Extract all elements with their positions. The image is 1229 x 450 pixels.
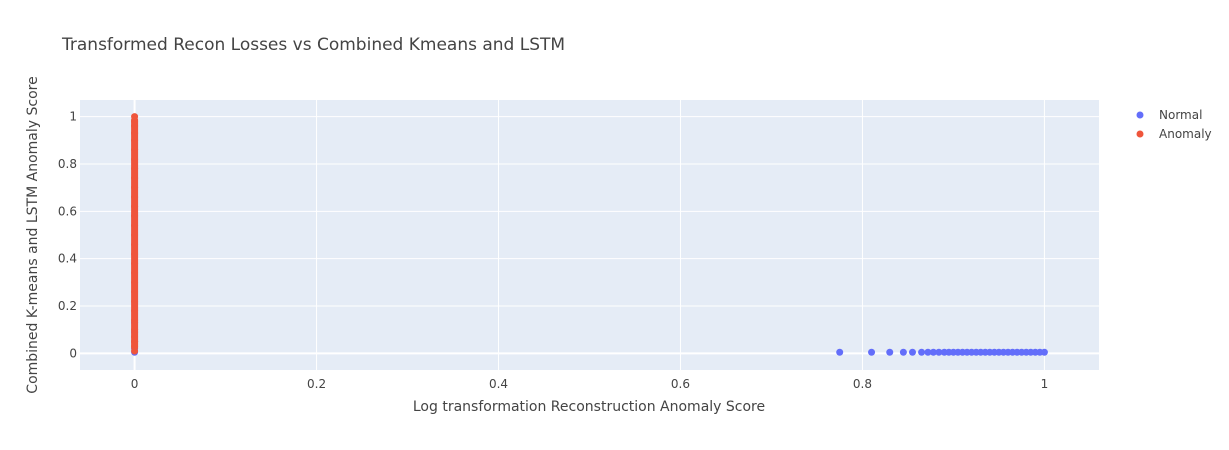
y-axis: 0 0.2 0.4 0.6 0.8 1 bbox=[58, 110, 77, 361]
legend-item-normal[interactable]: Normal bbox=[1136, 108, 1203, 122]
x-tick-label: 0 bbox=[131, 377, 139, 391]
x-axis-title: Log transformation Reconstruction Anomal… bbox=[413, 399, 765, 415]
data-point-normal bbox=[935, 348, 943, 356]
data-point-normal bbox=[908, 348, 916, 356]
x-tick-label: 0.8 bbox=[853, 377, 872, 391]
plot-area bbox=[80, 100, 1099, 370]
x-axis: 0 0.2 0.4 0.6 0.8 1 bbox=[131, 377, 1048, 391]
y-tick-label: 0.6 bbox=[58, 204, 77, 218]
data-point-normal bbox=[836, 348, 844, 356]
data-points bbox=[131, 113, 1048, 356]
chart-title: Transformed Recon Losses vs Combined Kme… bbox=[61, 35, 565, 55]
x-tick-label: 0.6 bbox=[671, 377, 690, 391]
data-point-normal bbox=[918, 348, 926, 356]
data-point-normal bbox=[929, 348, 937, 356]
data-point-normal bbox=[924, 348, 932, 356]
x-tick-label: 1 bbox=[1041, 377, 1049, 391]
x-tick-label: 0.2 bbox=[307, 377, 326, 391]
grid-lines bbox=[80, 100, 1099, 370]
legend-marker bbox=[1136, 130, 1144, 138]
y-tick-label: 0.8 bbox=[58, 157, 77, 171]
y-axis-title: Combined K-means and LSTM Anomaly Score bbox=[25, 76, 41, 393]
legend-item-anomaly[interactable]: Anomaly bbox=[1136, 127, 1212, 141]
x-tick-label: 0.4 bbox=[489, 377, 508, 391]
anomaly-point-column bbox=[131, 116, 139, 352]
data-point-normal bbox=[886, 348, 894, 356]
legend-marker bbox=[1136, 111, 1144, 119]
y-tick-label: 0.4 bbox=[58, 252, 77, 266]
y-tick-label: 1 bbox=[69, 110, 77, 124]
y-tick-label: 0.2 bbox=[58, 299, 77, 313]
data-point-normal bbox=[868, 348, 876, 356]
legend: Normal Anomaly bbox=[1136, 108, 1212, 141]
data-point-normal bbox=[1040, 348, 1048, 356]
y-tick-label: 0 bbox=[69, 346, 77, 360]
legend-label: Anomaly bbox=[1159, 127, 1212, 141]
data-point-normal bbox=[899, 348, 907, 356]
legend-label: Normal bbox=[1159, 108, 1202, 122]
